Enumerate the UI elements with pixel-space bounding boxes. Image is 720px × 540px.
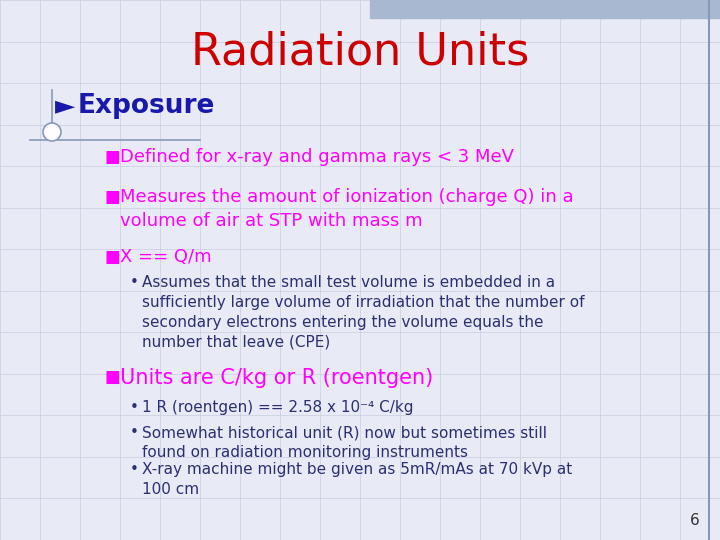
- Text: ■: ■: [105, 368, 121, 386]
- Text: ■: ■: [105, 188, 121, 206]
- Text: ■: ■: [105, 248, 121, 266]
- Bar: [370, 0, 720, 18]
- Circle shape: [43, 123, 61, 141]
- Text: •: •: [130, 425, 139, 440]
- Text: ■: ■: [105, 148, 121, 166]
- Text: Measures the amount of ionization (charge Q) in a
volume of air at STP with mass: Measures the amount of ionization (charg…: [120, 188, 574, 230]
- Text: 1 R (roentgen) == 2.58 x 10⁻⁴ C/kg: 1 R (roentgen) == 2.58 x 10⁻⁴ C/kg: [142, 400, 413, 415]
- Text: •: •: [130, 462, 139, 477]
- Text: Somewhat historical unit (R) now but sometimes still
found on radiation monitori: Somewhat historical unit (R) now but som…: [142, 425, 547, 460]
- Text: Assumes that the small test volume is embedded in a
sufficiently large volume of: Assumes that the small test volume is em…: [142, 275, 585, 349]
- Text: X == Q/m: X == Q/m: [120, 248, 212, 266]
- Text: Radiation Units: Radiation Units: [191, 30, 529, 73]
- Text: •: •: [130, 400, 139, 415]
- Text: •: •: [130, 275, 139, 290]
- Text: Defined for x-ray and gamma rays < 3 MeV: Defined for x-ray and gamma rays < 3 MeV: [120, 148, 514, 166]
- Text: ►: ►: [55, 93, 76, 119]
- Text: X-ray machine might be given as 5mR/mAs at 70 kVp at
100 cm: X-ray machine might be given as 5mR/mAs …: [142, 462, 572, 497]
- Text: Exposure: Exposure: [78, 93, 215, 119]
- Text: 6: 6: [690, 513, 700, 528]
- Text: Units are C/kg or R (roentgen): Units are C/kg or R (roentgen): [120, 368, 433, 388]
